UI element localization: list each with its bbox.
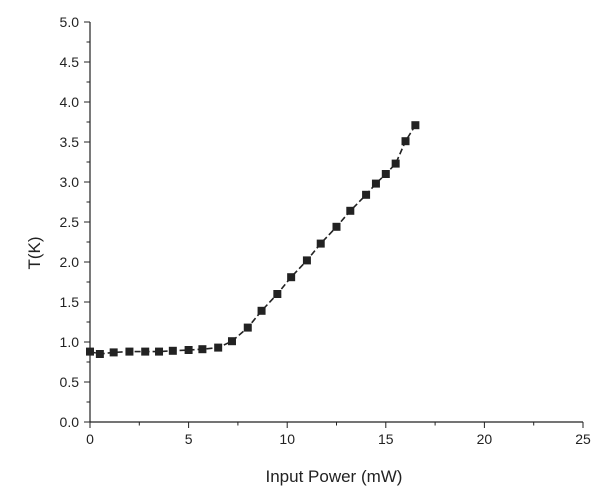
y-tick-label: 0.5: [60, 374, 80, 390]
data-point: [346, 206, 355, 215]
x-tick-label: 25: [575, 431, 591, 447]
y-axis-label: T(K): [25, 236, 44, 269]
data-point: [302, 256, 311, 265]
series: [86, 121, 420, 358]
y-tick-label: 1.0: [60, 334, 80, 350]
data-point: [141, 347, 150, 356]
data-point: [332, 222, 341, 231]
y-tick-label: 0.0: [60, 414, 80, 430]
y-tick-label: 2.5: [60, 214, 80, 230]
data-point: [243, 323, 252, 332]
y-tick-label: 1.5: [60, 294, 80, 310]
data-point: [184, 346, 193, 354]
y-tick-label: 2.0: [60, 254, 80, 270]
data-point: [287, 273, 296, 282]
data-point: [95, 350, 104, 358]
x-tick-label: 0: [86, 431, 94, 447]
y-tick-label: 3.5: [60, 134, 80, 150]
data-point: [401, 137, 410, 146]
x-tick-label: 20: [477, 431, 493, 447]
series-line: [89, 124, 417, 355]
data-point: [391, 159, 400, 168]
y-tick-label: 3.0: [60, 174, 80, 190]
data-point: [411, 121, 420, 130]
data-point: [227, 337, 236, 346]
data-point: [155, 347, 164, 356]
x-tick-label: 5: [185, 431, 193, 447]
data-point: [273, 290, 282, 298]
data-point: [371, 179, 380, 188]
data-point: [214, 343, 223, 352]
x-tick-label: 10: [279, 431, 295, 447]
axes: [89, 22, 583, 423]
data-point: [125, 347, 134, 356]
x-axis-label: Input Power (mW): [266, 467, 403, 486]
data-point: [109, 348, 118, 357]
data-point: [257, 306, 266, 315]
data-point: [316, 239, 325, 248]
data-point: [362, 190, 371, 199]
y-tick-label: 4.0: [60, 94, 80, 110]
data-point: [86, 347, 94, 356]
ticks: 0 5 10 15 20 25 0.0 0.5 1.0 1.5 2.0 2.5 3.0 3.5 4.0 4.5…: [60, 14, 591, 447]
y-tick-label: 5.0: [60, 14, 80, 30]
x-tick-label: 15: [378, 431, 394, 447]
data-point: [198, 345, 207, 354]
data-point: [168, 346, 177, 355]
y-tick-label: 4.5: [60, 54, 80, 70]
data-point: [381, 170, 390, 178]
